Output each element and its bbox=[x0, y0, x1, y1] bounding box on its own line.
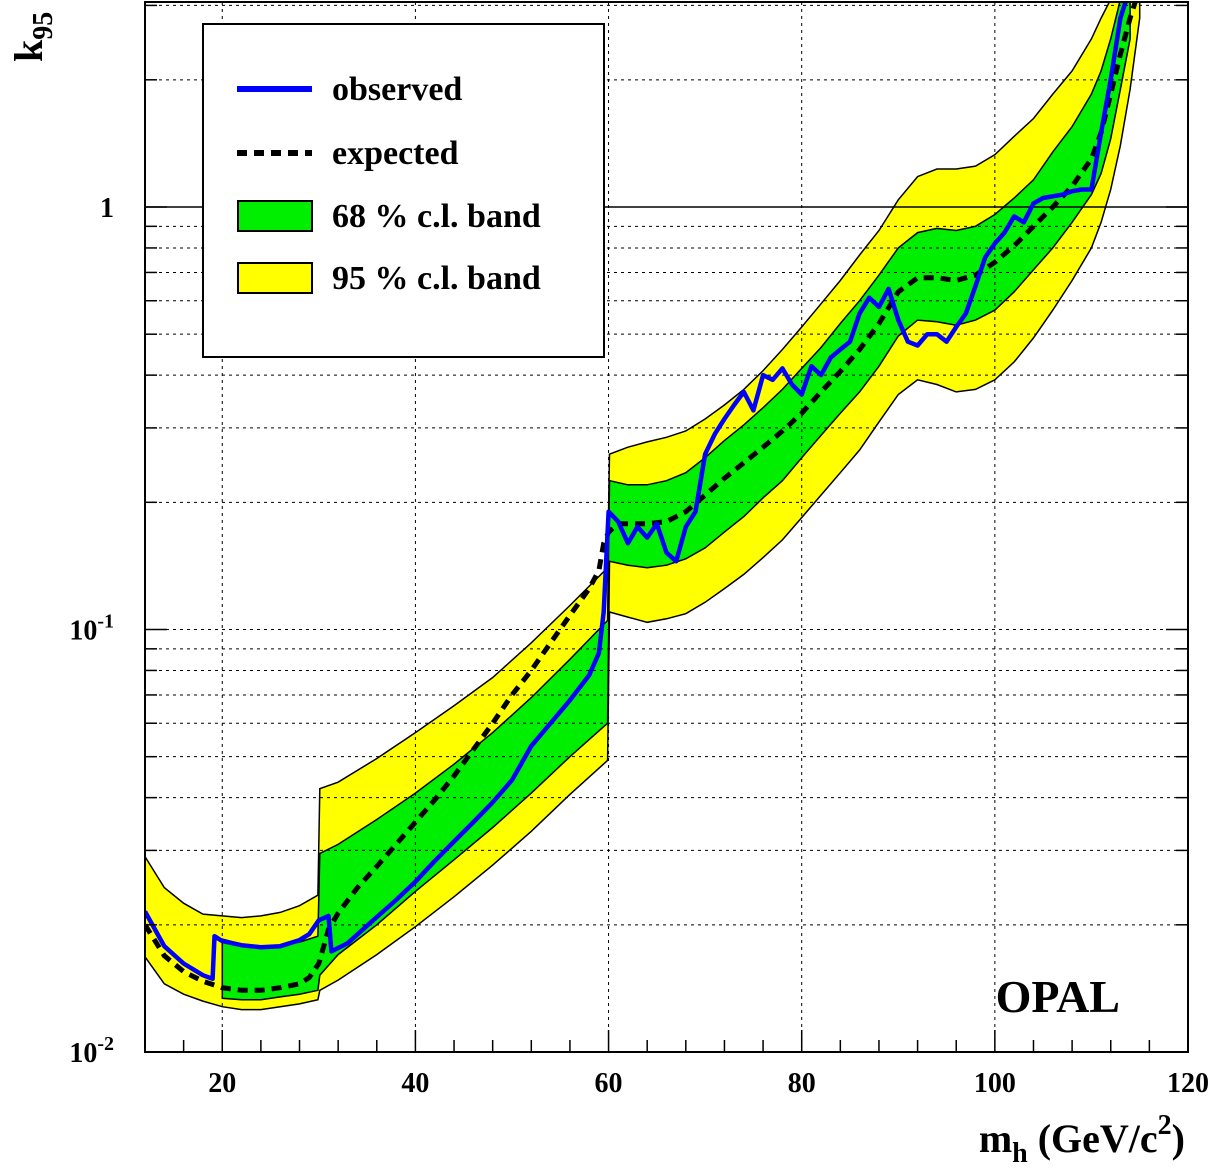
y-tick-label: 10-1 bbox=[69, 611, 114, 647]
grid-lines bbox=[145, 2, 1188, 1052]
x-tick-label: 40 bbox=[401, 1068, 429, 1099]
svg-text:mh (GeV/c2): mh (GeV/c2) bbox=[979, 1110, 1185, 1169]
x-tick-label: 20 bbox=[208, 1068, 236, 1099]
plot-frame bbox=[144, 1, 1189, 1053]
observed-line bbox=[145, 2, 1128, 982]
y-axis-title: k95 bbox=[6, 12, 59, 62]
legend: observed expected 68 % c.l. band 95 % c.… bbox=[202, 23, 605, 358]
limit-curves bbox=[145, 2, 1138, 993]
x-tick-label: 120 bbox=[1167, 1068, 1209, 1099]
y-tick-label: 10-2 bbox=[69, 1033, 114, 1069]
legend-68-label: 68 % c.l. band bbox=[332, 198, 541, 235]
legend-68-swatch bbox=[237, 200, 313, 232]
legend-95-swatch bbox=[237, 262, 313, 294]
legend-expected-label: expected bbox=[332, 135, 459, 172]
x-tick-label: 80 bbox=[788, 1068, 816, 1099]
y-tick-label: 1 bbox=[100, 193, 114, 224]
x-axis-title: mh (GeV/c2) bbox=[979, 1110, 1185, 1169]
legend-95-label: 95 % c.l. band bbox=[332, 260, 541, 297]
experiment-label: OPAL bbox=[996, 971, 1120, 1022]
svg-text:k95: k95 bbox=[6, 12, 59, 62]
expected-line bbox=[145, 2, 1138, 993]
x-tick-label: 60 bbox=[595, 1068, 623, 1099]
legend-observed-label: observed bbox=[332, 71, 462, 108]
legend-box bbox=[202, 23, 605, 358]
x-tick-label: 100 bbox=[974, 1068, 1016, 1099]
axes: 20 40 60 80 100 120 10-2 10-1 1 bbox=[69, 1, 1209, 1099]
